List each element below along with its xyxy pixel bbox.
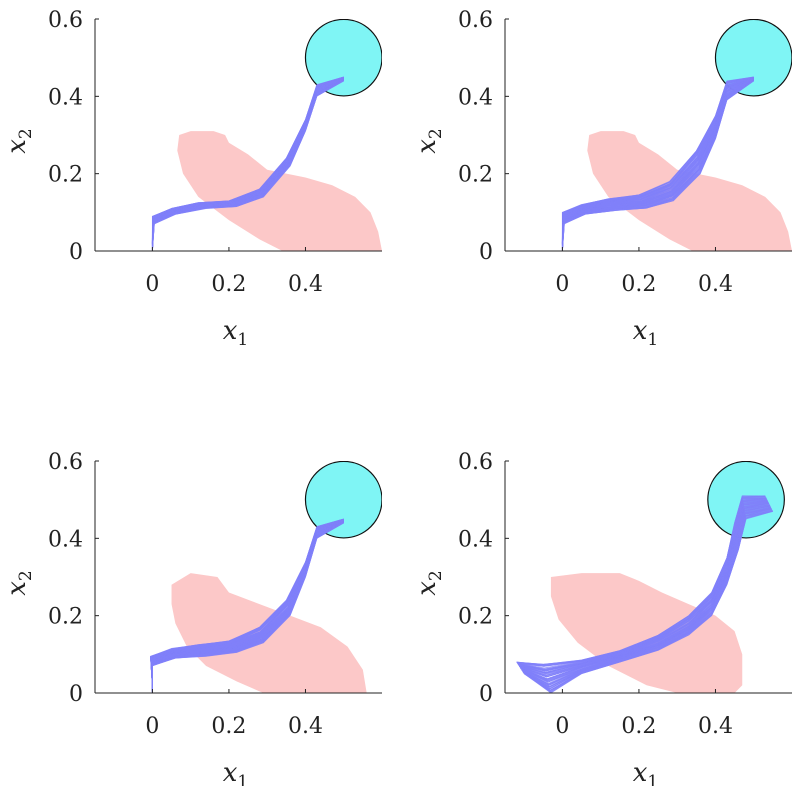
x-axis-label: x1 — [223, 758, 249, 786]
x-axis-label: x1 — [223, 316, 249, 350]
trajectory-bundle — [516, 495, 774, 693]
x-axis-label: x1 — [633, 316, 659, 350]
x-tick-label: 0.4 — [698, 272, 733, 297]
y-tick-label: 0.2 — [48, 163, 83, 188]
target-set — [304, 19, 382, 97]
target-set — [304, 461, 382, 539]
y-tick-label: 0.4 — [458, 85, 493, 110]
unsafe-region — [550, 573, 743, 693]
x-tick-label: 0.2 — [621, 714, 656, 739]
y-tick-label: 0.4 — [48, 85, 83, 110]
y-tick-label: 0.6 — [48, 450, 83, 475]
y-axis-label: x2 — [412, 570, 446, 596]
plot-area — [151, 19, 382, 251]
y-tick-label: 0.4 — [458, 527, 493, 552]
trajectory — [151, 80, 344, 251]
y-tick-label: 0.2 — [48, 605, 83, 630]
y-tick-label: 0.4 — [48, 527, 83, 552]
y-axis-label: x2 — [412, 128, 446, 154]
unsafe-region — [587, 131, 792, 251]
x-tick-label: 0 — [145, 272, 159, 297]
trajectory — [151, 522, 344, 693]
x-tick-label: 0 — [555, 714, 569, 739]
y-tick-label: 0 — [479, 682, 493, 707]
trajectory — [523, 510, 774, 693]
x-tick-label: 0.2 — [211, 272, 246, 297]
x-tick-label: 0 — [145, 714, 159, 739]
y-tick-label: 0.6 — [48, 8, 83, 33]
y-axis-label: x2 — [2, 570, 36, 596]
plot-area — [516, 461, 785, 693]
plot-area — [561, 19, 792, 251]
y-tick-label: 0.2 — [458, 163, 493, 188]
y-tick-label: 0.6 — [458, 450, 493, 475]
y-tick-label: 0 — [69, 240, 83, 265]
x-tick-label: 0.4 — [288, 714, 323, 739]
x-tick-label: 0.2 — [211, 714, 246, 739]
trajectory-bundle — [151, 76, 344, 251]
unsafe-region — [177, 131, 382, 251]
x-tick-label: 0.4 — [288, 272, 323, 297]
y-tick-label: 0 — [69, 682, 83, 707]
panel-bottom-left: 0 0.2 0.4 0 0.2 0.4 0.6 x1 x2 — [2, 450, 382, 786]
panel-top-left: 0 0.2 0.4 0 0.2 0.4 0.6 x1 x2 — [2, 8, 382, 350]
trajectory-bundle — [561, 76, 754, 251]
panel-top-right: 0 0.2 0.4 0 0.2 0.4 0.6 x1 x2 — [412, 8, 792, 350]
y-tick-label: 0.2 — [458, 605, 493, 630]
y-axis-label: x2 — [2, 128, 36, 154]
x-tick-label: 0.4 — [698, 714, 733, 739]
trajectory-bundle — [150, 518, 344, 693]
plot-area — [150, 461, 382, 693]
target-set — [714, 19, 792, 97]
y-tick-label: 0.6 — [458, 8, 493, 33]
x-tick-label: 0.2 — [621, 272, 656, 297]
y-tick-label: 0 — [479, 240, 493, 265]
x-tick-label: 0 — [555, 272, 569, 297]
trajectory — [561, 80, 754, 251]
x-axis-label: x1 — [633, 758, 659, 786]
panel-bottom-right: 0 0.2 0.4 0 0.2 0.4 0.6 x1 x2 — [412, 450, 792, 786]
